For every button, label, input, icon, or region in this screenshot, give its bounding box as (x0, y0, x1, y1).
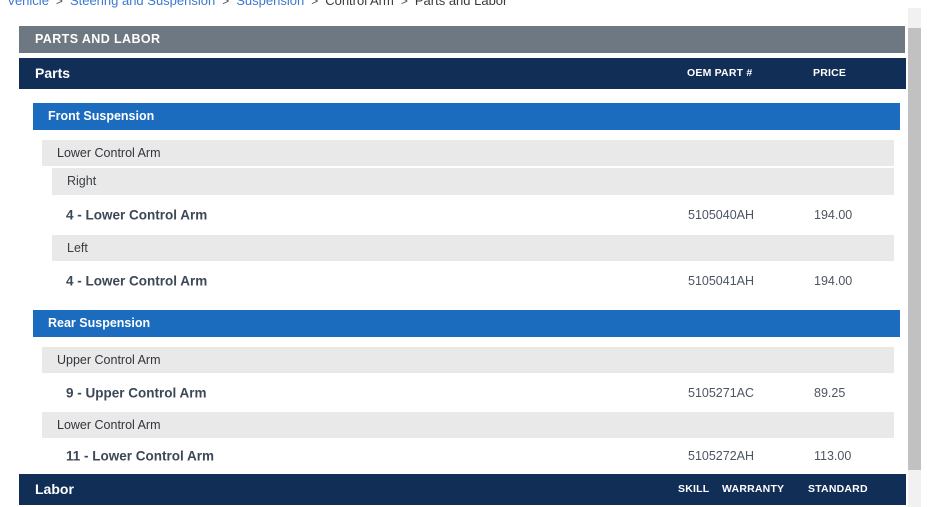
breadcrumb-link-suspension[interactable]: Suspension (236, 0, 305, 8)
part-oem-number: 5105271AC (688, 385, 755, 400)
part-name: 4 - Lower Control Arm (66, 273, 208, 289)
labor-table-header: Labor SKILL WARRANTY STANDARD (19, 474, 906, 505)
side-row-left[interactable]: Left (52, 235, 894, 262)
breadcrumb-separator-icon: > (55, 0, 63, 8)
part-oem-number: 5105040AH (688, 208, 755, 222)
group-row-lower-control-arm-rear[interactable]: Lower Control Arm (42, 412, 894, 438)
part-price: 89.25 (814, 385, 846, 400)
side-row-right[interactable]: Right (52, 168, 894, 195)
parts-table-header: Parts OEM PART # PRICE (19, 58, 906, 89)
part-name: 4 - Lower Control Arm (66, 207, 208, 223)
scrollbar-thumb[interactable] (908, 28, 921, 470)
column-header-oem-part: OEM PART # (687, 67, 753, 79)
part-row[interactable]: 4 - Lower Control Arm 5105041AH 194.00 (19, 261, 906, 301)
breadcrumb-separator-icon: > (222, 0, 230, 8)
breadcrumb-separator-icon: > (311, 0, 319, 8)
labor-table-title: Labor (35, 481, 74, 497)
breadcrumb-separator-icon: > (400, 0, 408, 8)
breadcrumb-link-steering-and-suspension[interactable]: Steering and Suspension (69, 0, 216, 8)
part-oem-number: 5105272AH (688, 449, 755, 463)
column-header-skill: SKILL (678, 483, 710, 495)
breadcrumb-item-control-arm: Control Arm (325, 0, 394, 8)
part-price: 194.00 (814, 274, 853, 288)
part-row[interactable]: 11 - Lower Control Arm 5105272AH 113.00 (19, 438, 906, 474)
breadcrumb-item-parts-and-labor: Parts and Labor (414, 0, 508, 8)
column-header-standard: STANDARD (808, 483, 868, 495)
column-header-price: PRICE (813, 67, 847, 79)
group-row-lower-control-arm-front[interactable]: Lower Control Arm (42, 140, 894, 166)
part-row[interactable]: 9 - Upper Control Arm 5105271AC 89.25 (19, 373, 906, 412)
parts-table-title: Parts (35, 65, 71, 81)
part-name: 11 - Lower Control Arm (66, 448, 215, 464)
breadcrumb: Vehicle > Steering and Suspension > Suspensi… (7, 0, 507, 8)
part-name: 9 - Upper Control Arm (66, 385, 207, 400)
page-banner: PARTS AND LABOR (19, 26, 905, 53)
section-header-rear-suspension[interactable]: Rear Suspension (33, 310, 900, 337)
breadcrumb-link-vehicle[interactable]: Vehicle (7, 0, 49, 8)
part-price: 113.00 (814, 449, 852, 463)
group-row-upper-control-arm-rear[interactable]: Upper Control Arm (42, 347, 894, 373)
section-header-front-suspension[interactable]: Front Suspension (33, 103, 900, 130)
part-row[interactable]: 4 - Lower Control Arm 5105040AH 194.00 (19, 195, 906, 235)
part-oem-number: 5105041AH (688, 274, 755, 288)
column-header-warranty: WARRANTY (722, 483, 785, 495)
part-price: 194.00 (814, 208, 853, 222)
